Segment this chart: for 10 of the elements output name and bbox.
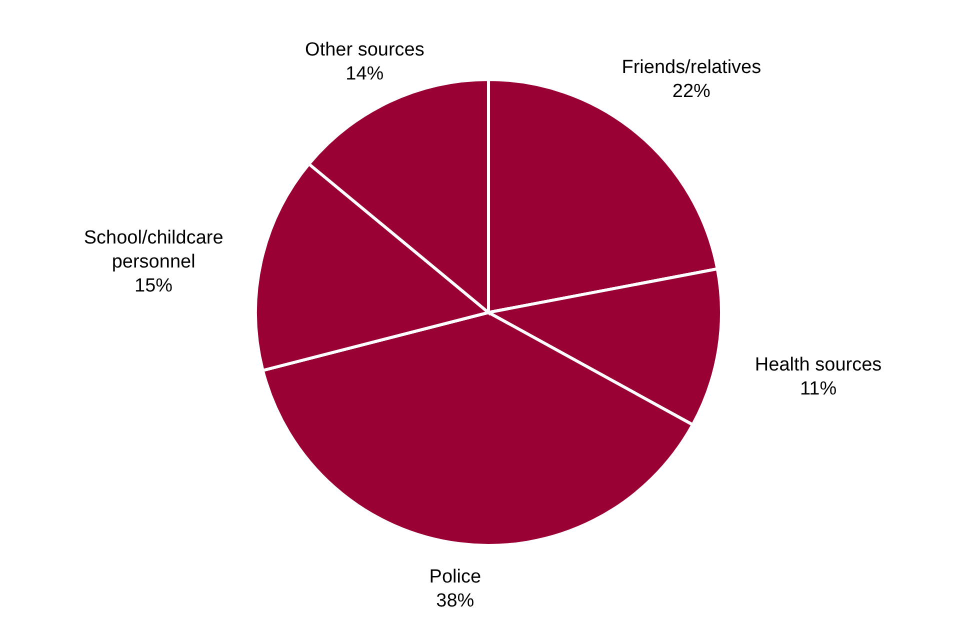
slice-label: Health sources [754, 354, 882, 376]
data-label: 14% [346, 63, 384, 84]
data-label: 15% [134, 276, 173, 297]
data-label: 11% [800, 378, 837, 400]
slice-label: Other sources [305, 39, 424, 60]
data-label: 38% [436, 590, 474, 612]
data-label: 22% [672, 81, 711, 102]
slice-label: Friends/relatives [622, 57, 762, 78]
slice-label: School/childcare personnel [84, 228, 224, 273]
slice-label: Police [429, 566, 482, 588]
